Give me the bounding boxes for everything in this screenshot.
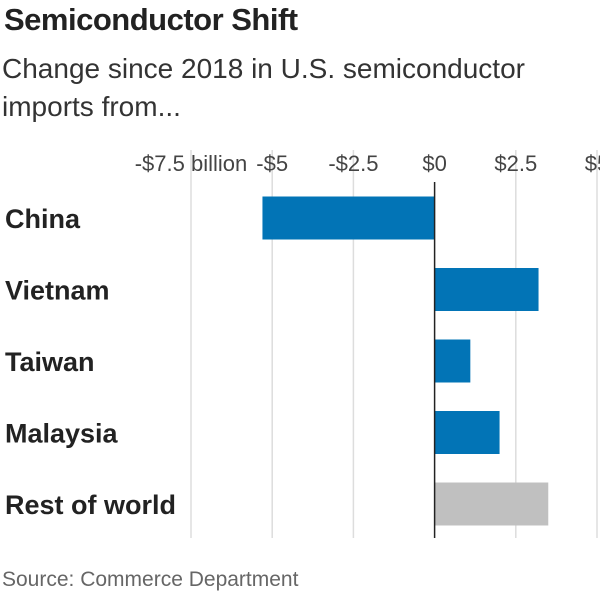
bars [262,196,549,526]
category-label: China [5,204,81,234]
bar [434,339,471,383]
chart-subtitle: Change since 2018 in U.S. semiconductor … [2,53,525,122]
tick-label: $0 [422,151,446,176]
tick-label: -$7.5 billion [135,151,248,176]
tick-labels: -$7.5 billion -$5 -$2.5 $0 $2.5 $5 [135,151,600,176]
bar [262,196,435,240]
tick-label: -$5 [256,151,288,176]
bar [434,482,549,526]
category-label: Malaysia [5,419,119,449]
bar [434,411,500,454]
tick-label: $5 [585,151,600,176]
category-label: Taiwan [5,347,95,377]
chart-title: Semiconductor Shift [4,2,298,37]
tick-label: -$2.5 [328,151,378,176]
category-label: Rest of world [5,490,176,520]
category-label: Vietnam [5,276,110,306]
bar [434,268,539,311]
source-note: Source: Commerce Department [2,568,299,591]
bar-chart: -$7.5 billion -$5 -$2.5 $0 $2.5 $5 China Vietn… [5,150,600,538]
category-labels: China Vietnam Taiwan Malaysia Rest of world [5,204,176,520]
tick-label: $2.5 [494,151,537,176]
